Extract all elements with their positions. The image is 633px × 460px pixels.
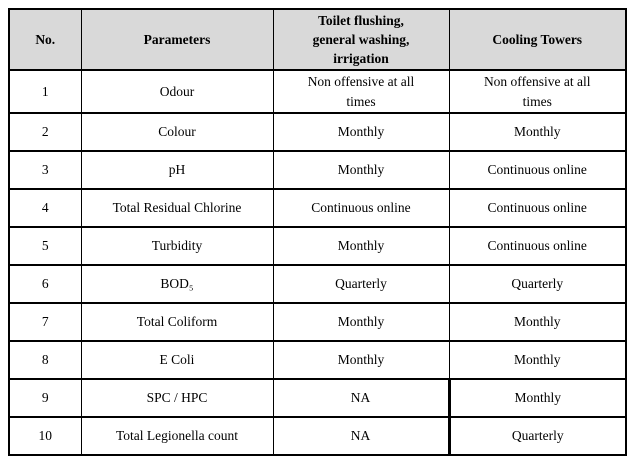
cell-row-number: 8 [8,339,82,380]
cell-row-number: 7 [8,301,82,342]
cell-parameter: BOD₅ [80,263,274,304]
column-header-parameters: Parameters [80,7,274,72]
cell-cooling-frequency: Continuous online [448,149,627,190]
header-row: No. Parameters Toilet flushing, general … [8,7,627,72]
table-row: 5 Turbidity Monthly Continuous online [8,225,627,266]
cell-parameter: Total Coliform [80,301,274,342]
table-row: 7 Total Coliform Monthly Monthly [8,301,627,342]
table-row: 4 Total Residual Chlorine Continuous onl… [8,187,627,228]
cell-toilet-frequency: Monthly [272,301,450,342]
cell-cooling-frequency: Monthly [447,377,627,418]
cell-toilet-frequency: Continuous online [272,187,450,228]
cell-toilet-frequency: Monthly [272,111,450,152]
cell-row-number: 4 [8,187,82,228]
cell-row-number: 1 [8,69,82,114]
cell-toilet-frequency: NA [272,415,450,456]
cell-cooling-frequency: Monthly [448,339,627,380]
table-row: 1 Odour Non offensive at all times Non o… [8,69,627,114]
column-header-no: No. [8,7,82,72]
cell-parameter: Total Residual Chlorine [80,187,274,228]
cell-row-number: 9 [8,377,82,418]
cell-row-number: 6 [8,263,82,304]
table-row: 8 E Coli Monthly Monthly [8,339,627,380]
cell-parameter: Colour [80,111,274,152]
cell-toilet-frequency: Monthly [272,149,450,190]
cell-cooling-frequency: Non offensive at all times [448,69,627,114]
cell-row-number: 10 [8,415,82,456]
cell-cooling-frequency: Continuous online [448,187,627,228]
table-row: 10 Total Legionella count NA Quarterly [8,415,627,456]
table-row: 3 pH Monthly Continuous online [8,149,627,190]
cell-parameter: Odour [80,69,274,114]
cell-cooling-frequency: Monthly [448,111,627,152]
table-row: 6 BOD₅ Quarterly Quarterly [8,263,627,304]
cell-cooling-frequency: Quarterly [448,263,627,304]
table-row: 2 Colour Monthly Monthly [8,111,627,152]
cell-toilet-frequency: Monthly [272,339,450,380]
cell-cooling-frequency: Continuous online [448,225,627,266]
cell-parameter: Total Legionella count [80,415,274,456]
cell-toilet-frequency: NA [272,377,450,418]
cell-toilet-frequency: Non offensive at all times [272,69,450,114]
column-header-toilet-flushing: Toilet flushing, general washing, irriga… [272,7,450,72]
cell-row-number: 2 [8,111,82,152]
cell-parameter: SPC / HPC [80,377,274,418]
cell-toilet-frequency: Quarterly [272,263,450,304]
cell-parameter: E Coli [80,339,274,380]
cell-row-number: 3 [8,149,82,190]
table-body: 1 Odour Non offensive at all times Non o… [8,69,627,456]
cell-cooling-frequency: Monthly [448,301,627,342]
cell-cooling-frequency: Quarterly [447,415,627,456]
table-row: 9 SPC / HPC NA Monthly [8,377,627,418]
column-header-cooling-towers: Cooling Towers [448,7,627,72]
monitoring-frequency-table: No. Parameters Toilet flushing, general … [8,7,627,456]
cell-row-number: 5 [8,225,82,266]
cell-toilet-frequency: Monthly [272,225,450,266]
cell-parameter: Turbidity [80,225,274,266]
cell-parameter: pH [80,149,274,190]
